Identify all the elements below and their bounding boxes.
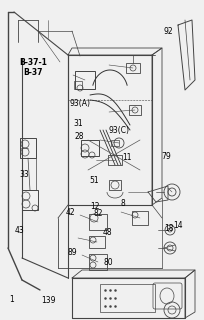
Bar xyxy=(108,155,121,165)
Text: 28: 28 xyxy=(74,132,83,141)
Text: B-37: B-37 xyxy=(23,68,42,77)
Bar xyxy=(128,105,140,115)
Text: B-37-1: B-37-1 xyxy=(19,58,47,67)
Bar xyxy=(100,284,155,312)
Text: 18: 18 xyxy=(164,224,173,233)
Text: 80: 80 xyxy=(103,258,113,267)
Text: 42: 42 xyxy=(66,208,75,217)
Text: 93(A): 93(A) xyxy=(69,99,90,108)
Text: 51: 51 xyxy=(89,176,99,185)
Bar xyxy=(75,71,94,89)
Bar xyxy=(22,190,38,210)
Bar xyxy=(110,140,118,146)
Bar xyxy=(74,81,82,89)
Text: 33: 33 xyxy=(20,170,29,179)
Text: 11: 11 xyxy=(122,153,131,162)
Text: 12: 12 xyxy=(90,202,100,211)
Bar xyxy=(20,138,36,158)
Text: 82: 82 xyxy=(93,209,103,218)
Text: 48: 48 xyxy=(102,228,112,236)
Text: 89: 89 xyxy=(68,248,77,257)
Text: 79: 79 xyxy=(160,152,170,161)
Text: 92: 92 xyxy=(163,27,172,36)
Text: 43: 43 xyxy=(14,226,24,235)
Text: 1: 1 xyxy=(9,295,14,304)
Bar xyxy=(89,214,106,230)
Text: 139: 139 xyxy=(41,296,55,305)
Bar xyxy=(125,63,139,73)
Bar xyxy=(89,236,104,248)
Bar xyxy=(109,180,120,190)
Bar xyxy=(89,254,106,270)
Bar xyxy=(81,140,99,156)
Bar xyxy=(131,211,147,225)
Text: 14: 14 xyxy=(173,221,182,230)
Text: 93(C): 93(C) xyxy=(108,126,129,135)
Text: 31: 31 xyxy=(73,119,82,128)
Text: 8: 8 xyxy=(120,199,125,208)
